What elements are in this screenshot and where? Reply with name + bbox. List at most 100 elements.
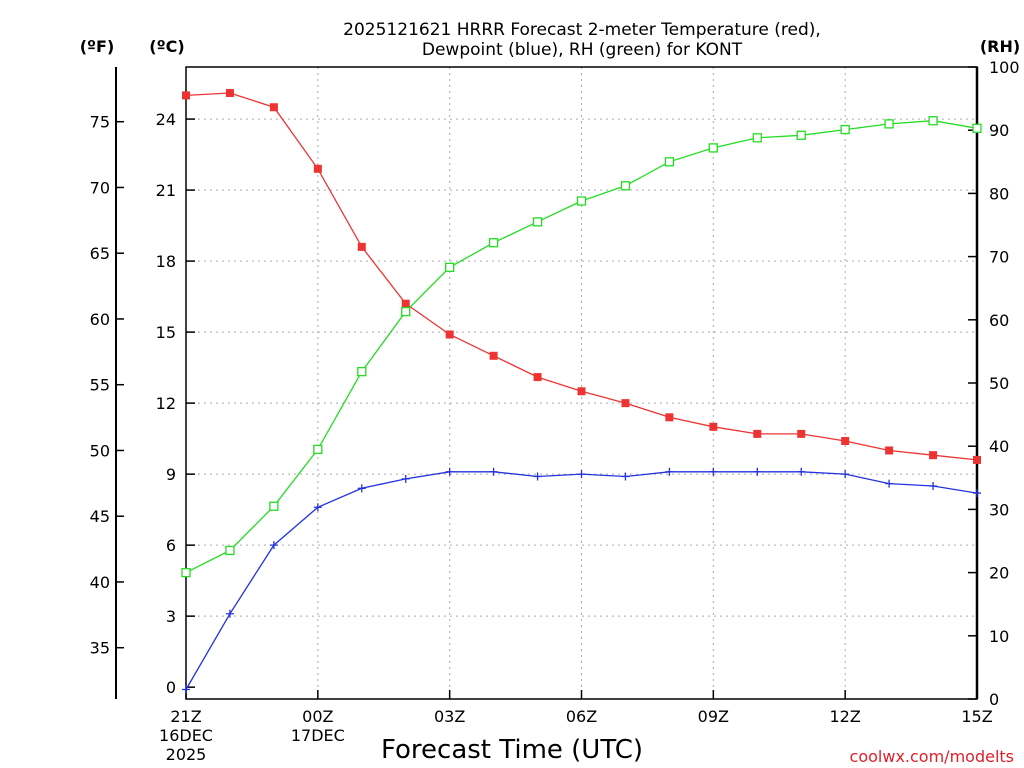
x-tick-label: 17DEC: [291, 726, 345, 745]
temperature-point: [225, 89, 234, 98]
fahrenheit-tick-label: 55: [90, 376, 110, 395]
x-tick-label: 21Z: [170, 707, 201, 726]
dewpoint-point: [225, 609, 234, 618]
temperature-point: [489, 351, 498, 360]
rh-point: [928, 116, 938, 126]
temperature-point: [929, 451, 938, 460]
rh-point: [313, 444, 323, 455]
rh-point: [445, 262, 455, 272]
dewpoint-point: [929, 481, 938, 490]
rh-point: [357, 366, 367, 377]
rh-point: [884, 119, 894, 129]
rh-tick-label: 0: [989, 690, 999, 709]
tick-labels: 0 3 6 9 12 15 18 21 24 35 40 45 50 55 60 65 70 75 0 10 20 30 4…: [90, 58, 1020, 764]
rh-tick-label: 90: [989, 121, 1009, 140]
title-line-1: 2025121621 HRRR Forecast 2-meter Tempera…: [343, 20, 821, 40]
dewpoint-point: [357, 484, 366, 493]
rh-tick-label: 60: [989, 311, 1009, 330]
rh-point: [972, 123, 982, 133]
rh-point: [401, 306, 411, 317]
dewpoint-point: [753, 467, 762, 476]
fahrenheit-tick-label: 60: [90, 310, 110, 329]
fahrenheit-tick-label: 45: [90, 507, 110, 526]
x-tick-label: 2025: [166, 745, 207, 764]
dewpoint-point: [709, 467, 718, 476]
temperature-point: [357, 242, 366, 251]
x-tick-label: 03Z: [434, 707, 465, 726]
chart-title: 2025121621 HRRR Forecast 2-meter Tempera…: [343, 20, 821, 60]
dewpoint-point: [533, 472, 542, 481]
x-axis-title: Forecast Time (UTC): [381, 735, 643, 765]
temperature-point: [709, 422, 718, 431]
temperature-point: [313, 164, 322, 173]
celsius-tick-label: 6: [166, 536, 176, 555]
temperature-point: [621, 399, 630, 408]
celsius-tick-label: 9: [166, 465, 176, 484]
fahrenheit-unit-label: (ºF): [80, 37, 115, 56]
title-line-2: Dewpoint (blue), RH (green) for KONT: [422, 40, 743, 60]
fahrenheit-tick-label: 65: [90, 244, 110, 263]
rh-point: [269, 501, 279, 511]
series-2-meter-temperature: [182, 89, 981, 464]
temperature-point: [533, 373, 542, 382]
dewpoint-point: [841, 470, 850, 479]
temperature-point: [665, 413, 674, 422]
x-tick-label: 12Z: [830, 707, 861, 726]
series-dewpoint: [182, 467, 981, 694]
rh-point: [532, 217, 543, 227]
temperature-point: [401, 299, 410, 308]
celsius-tick-label: 12: [156, 394, 176, 413]
temperature-point: [269, 103, 278, 112]
temperature-point: [797, 429, 806, 438]
rh-unit-label: (RH): [980, 37, 1020, 56]
rh-point: [752, 133, 762, 143]
dewpoint-point: [489, 467, 498, 476]
rh-tick-label: 80: [989, 184, 1009, 203]
fahrenheit-tick-label: 70: [90, 178, 110, 197]
rh-point: [796, 130, 806, 140]
fahrenheit-tick-label: 35: [90, 639, 110, 658]
dewpoint-point: [885, 479, 894, 488]
temperature-point: [841, 436, 850, 445]
temperature-point: [577, 387, 586, 396]
dewpoint-point: [182, 685, 190, 694]
rh-point: [181, 567, 191, 578]
rh-tick-label: 40: [989, 437, 1009, 456]
rh-tick-label: 70: [989, 248, 1009, 267]
rh-tick-label: 50: [989, 374, 1009, 393]
celsius-unit-label: (ºC): [149, 37, 184, 56]
x-tick-label: 15Z: [961, 707, 992, 726]
dewpoint-point: [577, 470, 586, 479]
credit-link[interactable]: coolwx.com/modelts: [850, 747, 1014, 766]
rh-point: [708, 143, 718, 153]
dewpoint-point: [665, 467, 674, 476]
rh-tick-label: 100: [989, 58, 1020, 77]
rh-tick-label: 20: [989, 564, 1009, 583]
series-relative-humidity: [181, 116, 982, 578]
temperature-point: [885, 446, 894, 455]
celsius-tick-label: 21: [156, 181, 176, 200]
celsius-tick-label: 0: [166, 678, 176, 697]
rh-point: [664, 157, 675, 167]
rh-tick-label: 30: [989, 500, 1009, 519]
rh-point: [488, 238, 499, 248]
x-tick-label: 16DEC: [159, 726, 213, 745]
celsius-tick-label: 15: [156, 323, 176, 342]
fahrenheit-tick-label: 40: [90, 573, 110, 592]
x-tick-label: 06Z: [566, 707, 597, 726]
temperature-point: [182, 91, 190, 100]
celsius-tick-label: 18: [156, 252, 176, 271]
dewpoint-point: [621, 472, 630, 481]
rh-point: [576, 196, 587, 206]
dewpoint-point: [973, 489, 981, 498]
dewpoint-point: [445, 467, 454, 476]
dewpoint-point: [797, 467, 806, 476]
temperature-point: [753, 429, 762, 438]
dewpoint-point: [269, 541, 278, 550]
rh-point: [840, 124, 850, 135]
temperature-point: [445, 330, 454, 339]
x-tick-label: 09Z: [698, 707, 729, 726]
celsius-tick-label: 24: [156, 110, 176, 129]
